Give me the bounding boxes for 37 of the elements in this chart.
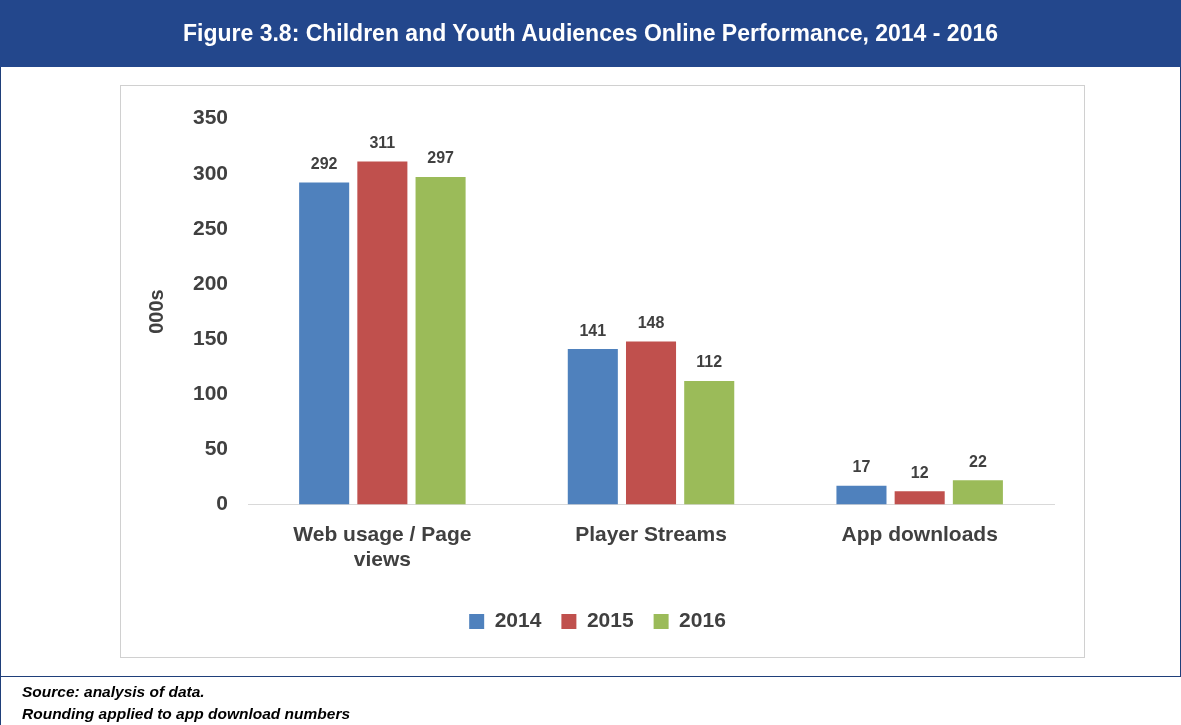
- text: Rounding applied to app download numbers: [22, 704, 351, 724]
- y-tick-label: 100: [192, 381, 229, 405]
- y-tick-label: 200: [192, 270, 229, 294]
- data-label: 148: [637, 313, 665, 331]
- data-label: 311: [369, 134, 396, 152]
- data-label: 112: [696, 353, 723, 371]
- data-label: 141: [579, 321, 607, 339]
- y-tick-label: 150: [192, 325, 229, 349]
- data-label: 12: [910, 463, 929, 481]
- data-label: 22: [968, 452, 987, 470]
- data-label: 17: [852, 458, 871, 476]
- bar: [415, 177, 466, 505]
- y-tick-label: 250: [192, 215, 229, 239]
- x-tick-label: Player Streams: [575, 522, 727, 545]
- y-tick-label: 300: [192, 160, 229, 184]
- data-label: 297: [427, 149, 455, 167]
- x-tick-label: App downloads: [841, 522, 998, 545]
- bar: [836, 485, 887, 505]
- bar: [357, 161, 408, 505]
- chart-title: Figure 3.8: Children and Youth Audiences Online Performance, 2014 - 2016: [0, 0, 1181, 67]
- bar: [684, 381, 735, 505]
- y-tick-label: 350: [192, 105, 229, 129]
- source-note: Source: analysis of data.: [22, 682, 206, 702]
- category-label: views: [353, 547, 411, 571]
- legend-label: 2016: [679, 608, 726, 632]
- bar: [567, 349, 618, 505]
- bar: [299, 182, 350, 505]
- bar: [894, 491, 945, 505]
- y-tick-label: 50: [204, 436, 229, 460]
- legend-label: 2014: [494, 608, 542, 632]
- y-axis-title: 000s: [144, 289, 167, 334]
- category-label: Web usage / Page: [293, 522, 472, 545]
- bar: [625, 341, 677, 505]
- bar: [952, 480, 1003, 505]
- data-label: 292: [310, 154, 338, 172]
- y-tick-label: 0: [216, 491, 229, 515]
- legend-label: 2015: [586, 608, 634, 632]
